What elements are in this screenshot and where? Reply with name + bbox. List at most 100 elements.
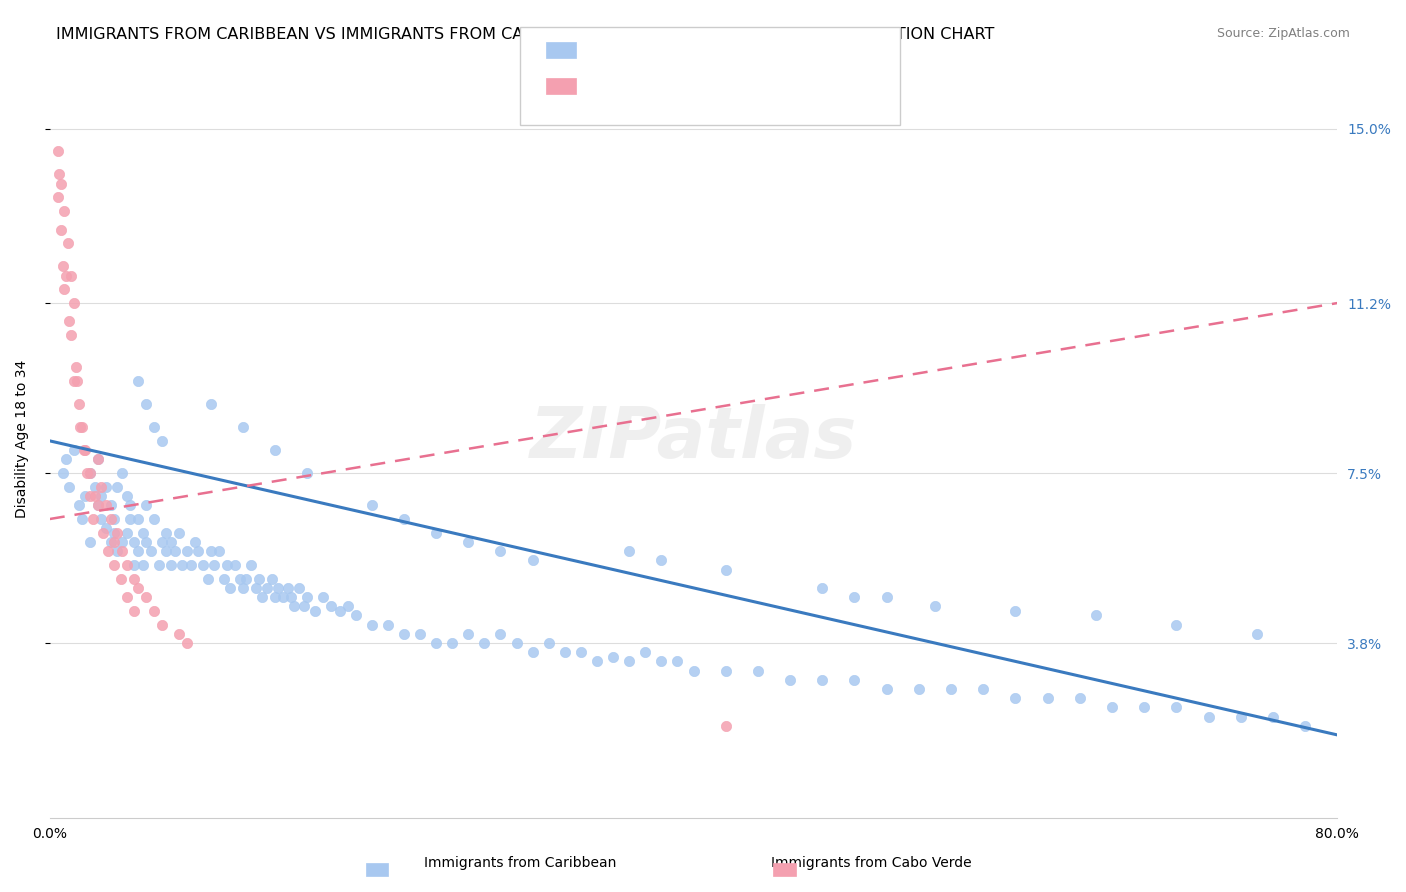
Point [143, 420, 166, 434]
Point [67, 397, 90, 411]
Point [115, 558, 138, 572]
Point [96, 521, 118, 535]
Point [111, 544, 134, 558]
Point [1069, 691, 1091, 706]
Point [360, 617, 382, 632]
Point [79, 466, 101, 480]
Point [1084, 608, 1107, 623]
Point [634, 645, 657, 659]
Point [107, 544, 129, 558]
Point [328, 604, 350, 618]
Point [602, 649, 624, 664]
Y-axis label: Disability Age 18 to 34: Disability Age 18 to 34 [15, 359, 30, 517]
Point [245, 581, 267, 595]
Point [135, 498, 157, 512]
Point [49, 222, 72, 236]
Point [876, 681, 898, 696]
Point [876, 590, 898, 604]
Point [58, 480, 80, 494]
Point [215, 558, 238, 572]
Point [122, 604, 145, 618]
Point [176, 544, 198, 558]
Point [141, 544, 163, 558]
Point [260, 572, 283, 586]
Point [90, 480, 112, 494]
Point [235, 572, 257, 586]
Point [122, 558, 145, 572]
Point [617, 654, 640, 668]
Point [522, 645, 544, 659]
Point [617, 544, 640, 558]
Point [115, 489, 138, 503]
Point [844, 590, 866, 604]
Point [208, 544, 231, 558]
Point [58, 314, 80, 328]
Point [79, 466, 101, 480]
Point [159, 535, 181, 549]
Point [187, 544, 209, 558]
Point [554, 645, 576, 659]
Text: R = -0.617: R = -0.617 [585, 43, 666, 57]
Point [115, 590, 138, 604]
Point [66, 374, 89, 388]
Point [1294, 719, 1316, 733]
Point [288, 581, 311, 595]
Point [304, 604, 326, 618]
Point [122, 572, 145, 586]
Text: Source: ZipAtlas.com: Source: ZipAtlas.com [1216, 27, 1350, 40]
Point [522, 553, 544, 567]
Point [107, 525, 129, 540]
Point [1166, 617, 1188, 632]
Point [972, 681, 994, 696]
Point [76, 466, 98, 480]
Text: IMMIGRANTS FROM CARIBBEAN VS IMMIGRANTS FROM CABO VERDE DISABILITY AGE 18 TO 34 : IMMIGRANTS FROM CARIBBEAN VS IMMIGRANTS … [56, 27, 994, 42]
Point [167, 525, 190, 540]
Point [120, 498, 142, 512]
Point [425, 525, 447, 540]
Point [75, 443, 97, 458]
Point [183, 535, 205, 549]
Point [336, 599, 359, 614]
Point [297, 466, 319, 480]
Point [844, 673, 866, 687]
Point [100, 512, 122, 526]
Point [505, 636, 527, 650]
Point [115, 525, 138, 540]
Point [682, 664, 704, 678]
Point [69, 420, 91, 434]
Point [457, 535, 479, 549]
Point [52, 466, 75, 480]
Point [90, 489, 112, 503]
Point [90, 512, 112, 526]
Point [939, 681, 962, 696]
Point [100, 498, 122, 512]
Point [155, 544, 177, 558]
Point [79, 489, 101, 503]
Point [152, 434, 174, 448]
Point [52, 260, 75, 274]
Point [229, 572, 252, 586]
Point [202, 558, 225, 572]
Point [59, 328, 82, 343]
Point [779, 673, 801, 687]
Point [252, 590, 274, 604]
Point [127, 374, 149, 388]
Point [103, 525, 125, 540]
Point [200, 397, 222, 411]
Point [267, 581, 290, 595]
Point [283, 599, 305, 614]
Point [409, 627, 432, 641]
Point [277, 581, 299, 595]
Text: Immigrants from Cabo Verde: Immigrants from Cabo Verde [772, 855, 972, 870]
Point [127, 512, 149, 526]
Text: Immigrants from Caribbean: Immigrants from Caribbean [425, 855, 616, 870]
Point [714, 562, 737, 576]
Point [1198, 709, 1220, 723]
Text: N = 145: N = 145 [752, 43, 815, 57]
Point [82, 512, 104, 526]
Point [586, 654, 609, 668]
Point [537, 636, 560, 650]
Point [67, 498, 90, 512]
Point [1101, 700, 1123, 714]
Point [1261, 709, 1284, 723]
